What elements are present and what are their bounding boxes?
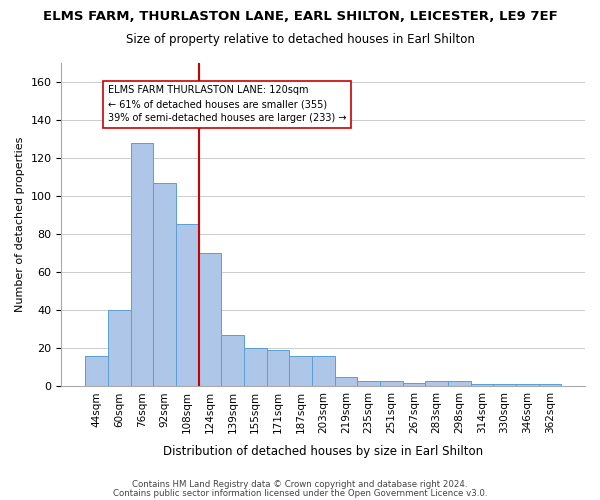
Bar (425, 380, 448, 386)
Bar (108, 310, 131, 386)
Bar (539, 384, 561, 386)
Text: Size of property relative to detached houses in Earl Shilton: Size of property relative to detached ho… (125, 32, 475, 46)
Bar (516, 384, 539, 386)
Bar (266, 350, 289, 387)
X-axis label: Distribution of detached houses by size in Earl Shilton: Distribution of detached houses by size … (163, 444, 483, 458)
Bar (199, 253, 221, 386)
Bar (244, 348, 266, 387)
Bar (176, 224, 199, 386)
Text: ELMS FARM THURLASTON LANE: 120sqm
← 61% of detached houses are smaller (355)
39%: ELMS FARM THURLASTON LANE: 120sqm ← 61% … (108, 86, 346, 124)
Bar (221, 335, 244, 386)
Bar (380, 380, 403, 386)
Bar (131, 142, 153, 386)
Bar (289, 356, 312, 386)
Y-axis label: Number of detached properties: Number of detached properties (15, 137, 25, 312)
Bar (312, 356, 335, 386)
Text: ELMS FARM, THURLASTON LANE, EARL SHILTON, LEICESTER, LE9 7EF: ELMS FARM, THURLASTON LANE, EARL SHILTON… (43, 10, 557, 23)
Bar (448, 380, 470, 386)
Bar (335, 377, 357, 386)
Bar (403, 382, 425, 386)
Text: Contains public sector information licensed under the Open Government Licence v3: Contains public sector information licen… (113, 488, 487, 498)
Text: Contains HM Land Registry data © Crown copyright and database right 2024.: Contains HM Land Registry data © Crown c… (132, 480, 468, 489)
Bar (357, 380, 380, 386)
Bar (153, 182, 176, 386)
Bar (85, 356, 108, 386)
Bar (470, 384, 493, 386)
Bar (493, 384, 516, 386)
